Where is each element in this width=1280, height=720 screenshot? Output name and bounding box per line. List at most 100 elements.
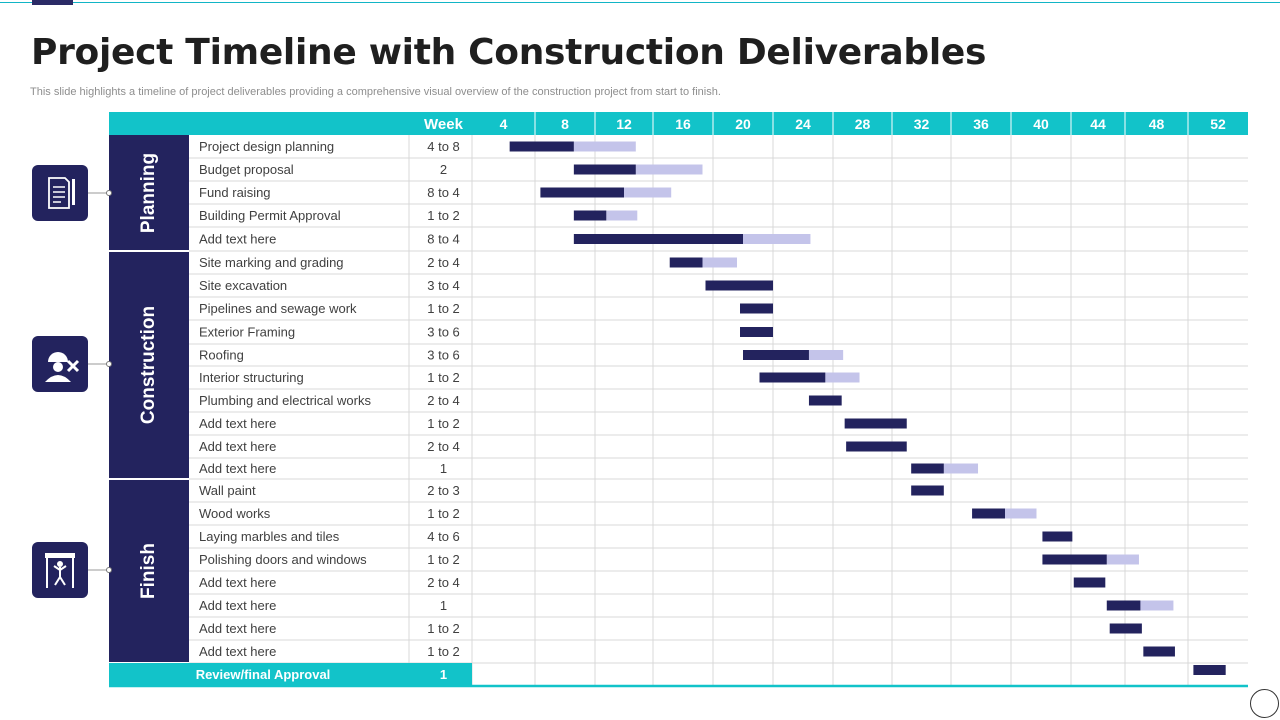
table-row: Add text here 2 to 4 xyxy=(199,575,1106,590)
table-row: Project design planning 4 to 8 xyxy=(199,139,636,154)
task-name: Fund raising xyxy=(199,185,271,200)
table-row: Wall paint 2 to 3 xyxy=(199,483,944,498)
document-lines xyxy=(53,186,65,203)
planned-bar xyxy=(1140,600,1174,611)
task-name: Add text here xyxy=(199,232,276,247)
corner-circle xyxy=(1250,689,1279,718)
table-row: Interior structuring 1 to 2 xyxy=(199,370,860,385)
body-shape xyxy=(45,375,71,382)
task-duration: 1 to 2 xyxy=(427,208,460,223)
task-name: Add text here xyxy=(199,416,276,431)
task-duration: 1 to 2 xyxy=(427,301,460,316)
planned-bar xyxy=(1005,508,1037,519)
actual-bar xyxy=(743,350,809,360)
page-subtitle: This slide highlights a timeline of proj… xyxy=(30,86,721,98)
table-row: Add text here 1 xyxy=(199,461,979,476)
actual-bar xyxy=(573,234,743,244)
task-duration: 4 to 8 xyxy=(427,139,460,154)
planned-bar xyxy=(943,463,979,474)
actual-bar xyxy=(1042,531,1073,542)
document-pen-icon xyxy=(32,165,88,221)
footer-band xyxy=(109,663,472,686)
checker-flag xyxy=(45,553,75,558)
table-row: Add text here 8 to 4 xyxy=(199,232,811,247)
week-tick-4: 4 xyxy=(500,116,508,132)
hardhat-shape xyxy=(48,352,68,362)
actual-bar xyxy=(1073,577,1106,588)
task-duration: 3 to 4 xyxy=(427,278,460,293)
planned-bar xyxy=(743,234,811,244)
task-name: Laying marbles and tiles xyxy=(199,529,340,544)
phase-label-planning: Planning xyxy=(138,153,159,233)
phase-label-construction: Construction xyxy=(138,306,159,424)
week-tick-52: 52 xyxy=(1210,116,1226,132)
phase-label-finish: Finish xyxy=(138,543,159,599)
week-tick-36: 36 xyxy=(973,116,989,132)
planned-bar xyxy=(635,164,703,175)
phase-panel-finish xyxy=(109,480,189,662)
table-row: Add text here 2 to 4 xyxy=(199,439,907,454)
task-duration: 8 to 4 xyxy=(427,185,460,200)
task-name: Pipelines and sewage work xyxy=(199,301,357,316)
task-duration: 8 to 4 xyxy=(427,232,460,247)
task-duration: 1 to 2 xyxy=(427,416,460,431)
task-name: Wall paint xyxy=(199,483,256,498)
table-row: Polishing doors and windows 1 to 2 xyxy=(199,552,1139,567)
planned-bar xyxy=(702,257,737,268)
actual-bar xyxy=(759,372,826,383)
task-name: Add text here xyxy=(199,575,276,590)
task-duration: 3 to 6 xyxy=(427,325,460,340)
task-name: Add text here xyxy=(199,461,276,476)
table-row: Add text here 1 to 2 xyxy=(199,621,1142,636)
runner-head xyxy=(57,561,63,567)
table-row: Add text here 1 to 2 xyxy=(199,644,1175,659)
phase-connector-dot xyxy=(106,361,112,367)
table-row: Exterior Framing 3 to 6 xyxy=(199,325,460,340)
actual-bar xyxy=(740,327,773,337)
task-duration: 1 to 2 xyxy=(427,506,460,521)
actual-bar xyxy=(540,187,624,198)
week-tick-28: 28 xyxy=(855,116,871,132)
task-duration: 1 xyxy=(440,461,447,476)
head-shape xyxy=(53,362,63,372)
icon-tile xyxy=(32,165,88,221)
week-tick-12: 12 xyxy=(616,116,632,132)
grid-lines xyxy=(189,135,1248,686)
finish-posts xyxy=(46,558,74,588)
week-tick-24: 24 xyxy=(795,116,811,132)
top-accent-tab xyxy=(32,0,73,5)
task-name: Interior structuring xyxy=(199,370,304,385)
task-duration: 1 to 2 xyxy=(427,621,460,636)
task-name: Add text here xyxy=(199,598,276,613)
planned-bar xyxy=(825,372,860,383)
task-duration: 1 xyxy=(440,598,447,613)
table-row: Laying marbles and tiles 4 to 6 xyxy=(199,529,1073,544)
task-name: Plumbing and electrical works xyxy=(199,393,371,408)
footer-row: Review/final Approval 1 xyxy=(109,663,1248,688)
week-header-label: Week xyxy=(424,116,464,133)
task-duration: 1 to 2 xyxy=(427,370,460,385)
actual-bar xyxy=(573,164,636,175)
phase-panel-construction xyxy=(109,252,189,478)
task-duration: 2 to 4 xyxy=(427,255,460,270)
actual-bar xyxy=(740,303,773,314)
task-name: Site excavation xyxy=(199,278,287,293)
table-row: Pipelines and sewage work 1 to 2 xyxy=(199,301,773,316)
task-duration: 2 to 4 xyxy=(427,393,460,408)
task-name: Wood works xyxy=(199,506,271,521)
actual-bar xyxy=(972,508,1005,519)
planned-bar xyxy=(808,350,844,360)
construction-worker-tools-icon xyxy=(32,336,88,392)
week-tick-40: 40 xyxy=(1033,116,1049,132)
task-duration: 2 xyxy=(440,162,447,177)
week-tick-32: 32 xyxy=(914,116,930,132)
week-tick-44: 44 xyxy=(1090,116,1106,132)
planned-bar xyxy=(573,141,636,152)
phase-panel-planning xyxy=(109,135,189,250)
table-row: Add text here 1 xyxy=(199,598,1174,613)
task-name: Site marking and grading xyxy=(199,255,344,270)
task-duration: 4 to 6 xyxy=(427,529,460,544)
actual-bar xyxy=(1193,665,1226,675)
pen-shape xyxy=(72,179,75,205)
footer-task-name: Review/final Approval xyxy=(196,667,331,682)
